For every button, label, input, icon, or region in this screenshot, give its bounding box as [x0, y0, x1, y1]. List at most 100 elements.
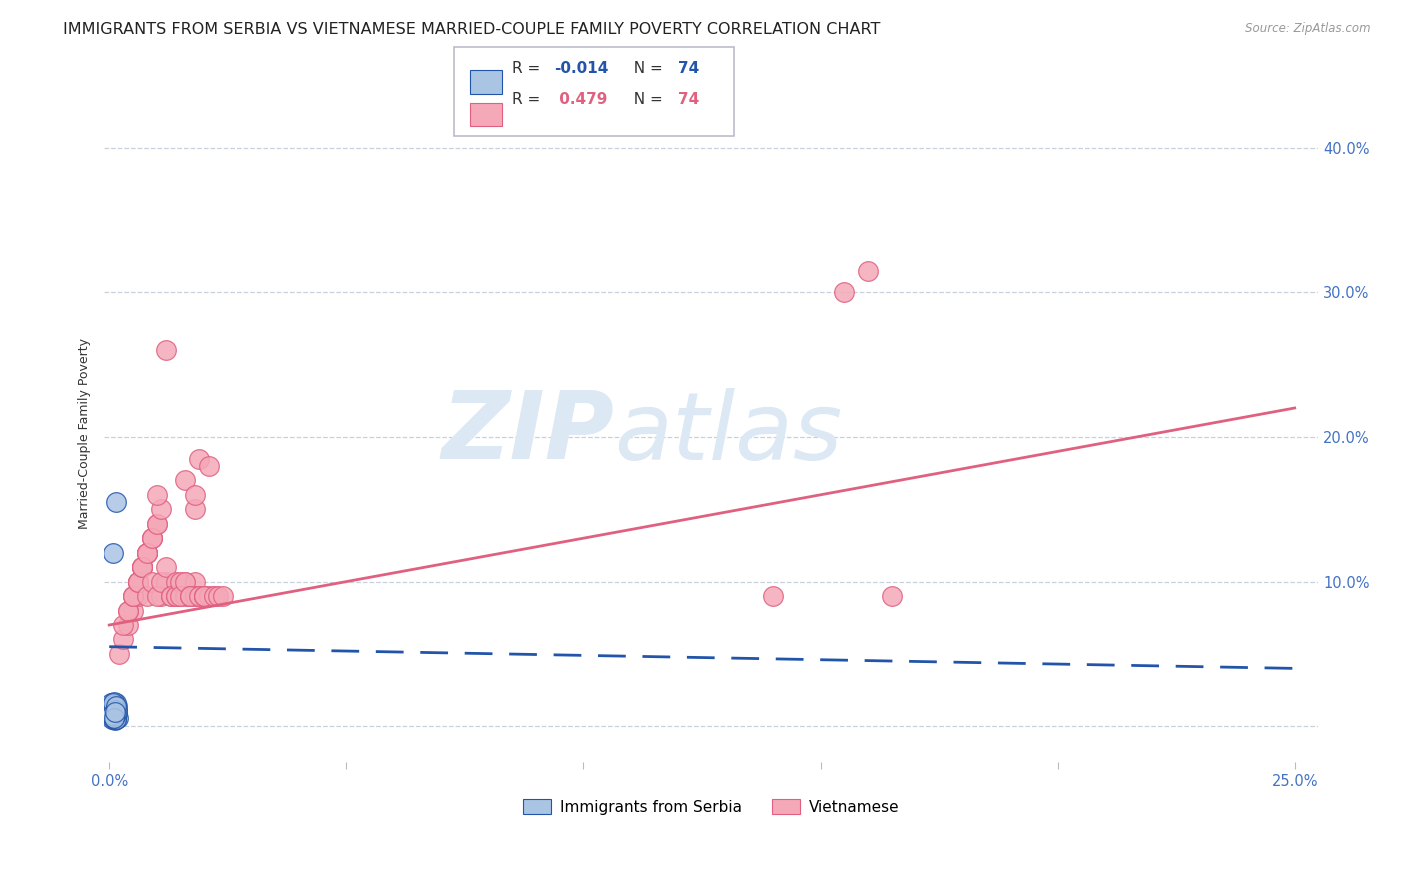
Point: [104, 707, 127, 722]
Point: [105, 696, 128, 710]
Point: [193, 589, 215, 603]
Point: [193, 589, 215, 603]
Point: [103, 710, 125, 724]
Point: [165, 589, 187, 603]
Point: [103, 712, 125, 726]
Point: [856, 263, 879, 277]
Point: [145, 516, 167, 531]
Point: [197, 589, 219, 603]
Point: [103, 700, 125, 714]
Text: N =: N =: [624, 61, 668, 76]
Point: [104, 698, 127, 713]
Text: -0.014: -0.014: [554, 61, 609, 76]
Point: [169, 589, 191, 603]
Point: [103, 702, 125, 716]
Point: [103, 546, 125, 560]
Point: [141, 531, 163, 545]
Point: [880, 589, 903, 603]
Point: [179, 589, 201, 603]
Point: [104, 706, 127, 721]
Text: 0.479: 0.479: [554, 92, 607, 107]
Point: [174, 473, 197, 487]
Point: [103, 695, 125, 709]
Point: [104, 709, 127, 723]
Point: [104, 710, 127, 724]
Point: [101, 696, 124, 710]
Point: [212, 589, 235, 603]
Point: [105, 703, 128, 717]
Point: [165, 589, 187, 603]
Point: [131, 560, 153, 574]
Point: [101, 702, 124, 716]
Point: [104, 710, 127, 724]
Point: [832, 285, 855, 300]
Point: [105, 698, 128, 713]
Point: [141, 531, 163, 545]
Point: [101, 705, 124, 719]
Point: [104, 714, 127, 728]
Point: [101, 702, 124, 716]
Point: [169, 574, 191, 589]
Point: [101, 700, 124, 714]
Point: [179, 589, 201, 603]
Point: [188, 589, 211, 603]
Text: R =: R =: [512, 61, 546, 76]
Point: [202, 589, 225, 603]
Point: [188, 589, 211, 603]
Point: [105, 712, 128, 726]
Point: [105, 705, 128, 719]
Point: [183, 488, 205, 502]
Point: [183, 589, 205, 603]
Point: [127, 574, 149, 589]
Text: atlas: atlas: [614, 388, 842, 479]
Point: [103, 698, 125, 712]
Point: [101, 705, 124, 719]
Point: [104, 706, 127, 721]
Point: [122, 589, 145, 603]
Point: [145, 516, 167, 531]
Point: [101, 710, 124, 724]
Point: [165, 574, 187, 589]
Point: [155, 343, 177, 358]
Point: [104, 709, 127, 723]
Point: [174, 574, 197, 589]
Point: [127, 589, 149, 603]
Point: [101, 707, 124, 722]
Point: [103, 698, 125, 712]
Point: [107, 647, 129, 661]
Point: [100, 705, 122, 719]
Point: [101, 702, 124, 716]
Point: [104, 706, 127, 721]
Point: [160, 589, 183, 603]
Point: [101, 700, 124, 714]
Point: [127, 574, 149, 589]
Point: [104, 495, 127, 509]
Legend: Immigrants from Serbia, Vietnamese: Immigrants from Serbia, Vietnamese: [517, 792, 905, 821]
Point: [207, 589, 229, 603]
Point: [103, 698, 125, 712]
Point: [131, 560, 153, 574]
Text: 74: 74: [678, 61, 699, 76]
Point: [193, 589, 215, 603]
Point: [104, 698, 127, 713]
Point: [104, 703, 127, 717]
Point: [762, 589, 785, 603]
Point: [103, 706, 125, 721]
Point: [131, 560, 153, 574]
Point: [122, 589, 145, 603]
Point: [136, 546, 159, 560]
Point: [131, 560, 153, 574]
Point: [183, 502, 205, 516]
Point: [107, 710, 129, 724]
Point: [117, 618, 139, 632]
Point: [127, 574, 149, 589]
Point: [103, 698, 125, 712]
Point: [145, 488, 167, 502]
Point: [105, 698, 128, 713]
Text: N =: N =: [624, 92, 668, 107]
Point: [100, 696, 122, 710]
Point: [141, 574, 163, 589]
Point: [103, 703, 125, 717]
Point: [155, 560, 177, 574]
Point: [104, 703, 127, 717]
